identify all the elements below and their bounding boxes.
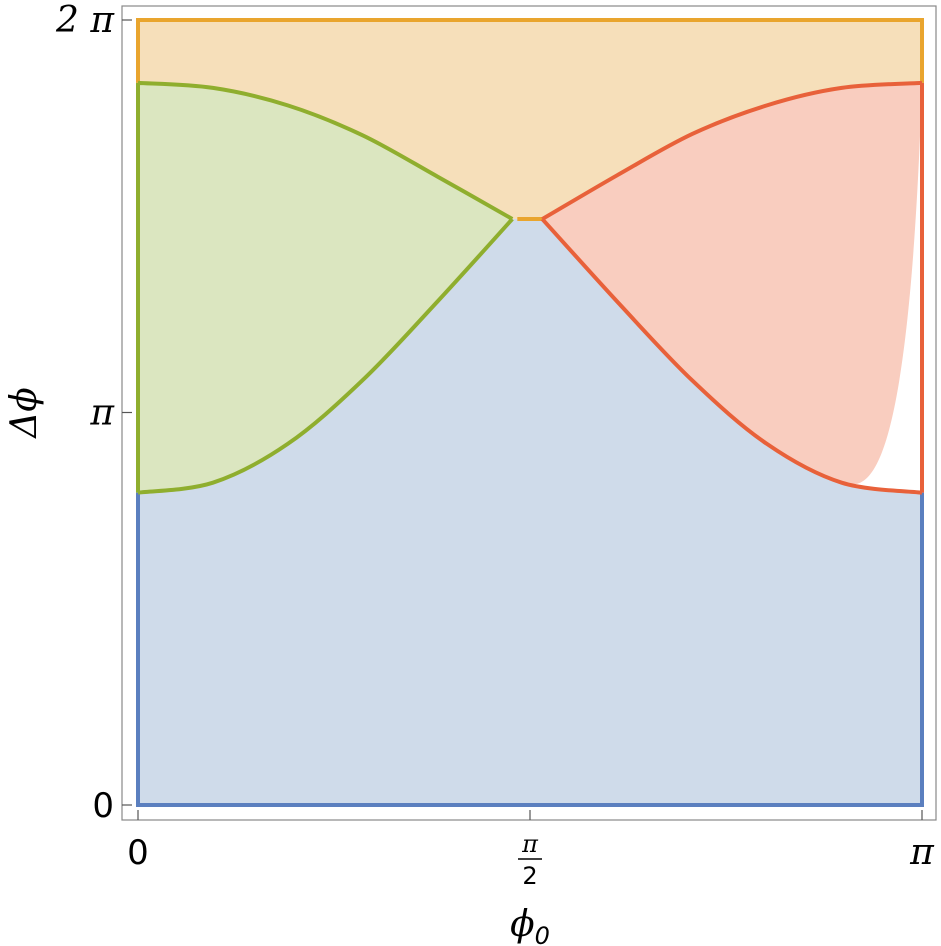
- region-red: [542, 82, 922, 485]
- region-blue: [138, 219, 922, 805]
- region-orange: [138, 20, 922, 220]
- x-tick-label-numerator: π: [521, 830, 539, 858]
- x-axis-label: ϕ0: [510, 904, 550, 946]
- x-tick-label-denominator: 2: [522, 862, 537, 890]
- x-tick-label: 0: [127, 833, 149, 873]
- boundary-orange: [136, 18, 924, 222]
- x-tick-label: π: [909, 832, 935, 873]
- boundary-green: [136, 80, 514, 495]
- region-green: [138, 82, 513, 493]
- y-tick-label: π: [89, 393, 115, 434]
- axis-ticks: 0 π 2 π 0 π 2 π: [55, 0, 935, 890]
- boundary-red: [540, 80, 924, 495]
- boundary-blue: [136, 492, 924, 807]
- y-axis-label: Δϕ: [4, 387, 45, 440]
- y-tick-label: 2 π: [55, 0, 115, 41]
- y-tick-label: 0: [92, 786, 114, 826]
